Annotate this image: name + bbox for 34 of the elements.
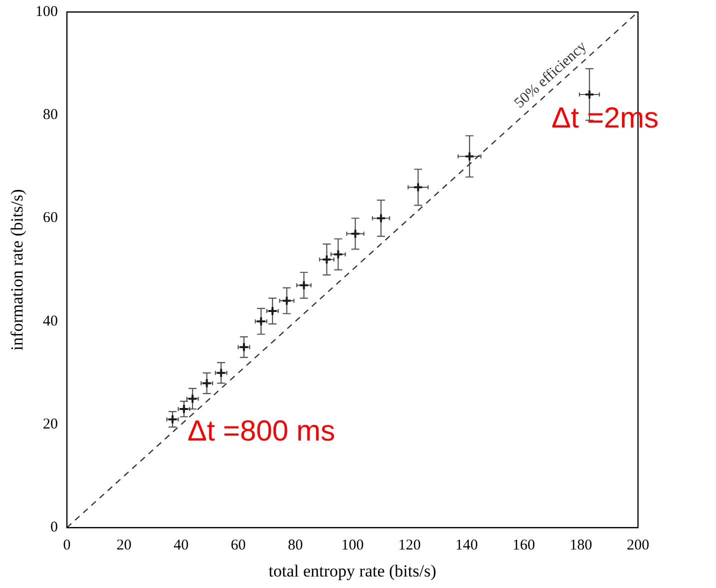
x-tick-label: 100	[341, 538, 364, 554]
point	[216, 368, 226, 378]
point	[202, 378, 212, 388]
x-tick-label: 40	[174, 538, 189, 554]
x-tick-label: 180	[570, 538, 592, 554]
x-tick-label: 80	[288, 538, 303, 554]
y-tick-label: 100	[35, 4, 58, 20]
y-tick-label: 60	[42, 210, 58, 226]
point	[584, 89, 594, 100]
annotation: Δt =800 ms	[188, 415, 336, 448]
point	[168, 414, 178, 424]
x-tick-label: 140	[455, 538, 478, 554]
x-tick-label: 60	[230, 538, 246, 554]
x-tick-label: 160	[512, 538, 536, 554]
y-tick-label: 80	[42, 107, 58, 124]
y-tick-label: 20	[42, 416, 58, 432]
point	[322, 254, 332, 264]
point	[413, 182, 424, 192]
x-tick-label: 200	[626, 538, 650, 554]
point	[376, 213, 386, 224]
point	[282, 296, 292, 306]
y-tick-label: 0	[50, 520, 58, 536]
point	[256, 316, 266, 326]
x-tick-label: 20	[116, 538, 132, 554]
y-axis-title: information rate (bits/s)	[8, 189, 27, 351]
x-tick-label: 120	[398, 538, 421, 554]
x-tick-label: 0	[63, 538, 71, 554]
point	[333, 249, 344, 260]
y-tick-label: 40	[42, 313, 58, 330]
x-axis-title: total entropy rate (bits/s)	[268, 561, 436, 580]
point	[350, 228, 360, 239]
point	[464, 151, 475, 162]
point	[238, 342, 249, 352]
point	[298, 280, 309, 290]
